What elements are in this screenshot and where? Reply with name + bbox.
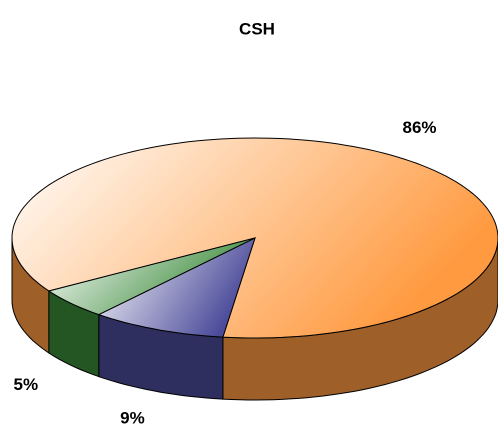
data-label: 5% <box>14 375 39 394</box>
pie-slice <box>47 237 256 316</box>
data-label: 86% <box>402 118 436 137</box>
chart-title: CSH <box>239 19 275 38</box>
data-label: 9% <box>120 408 145 427</box>
pie-slice <box>97 237 256 338</box>
